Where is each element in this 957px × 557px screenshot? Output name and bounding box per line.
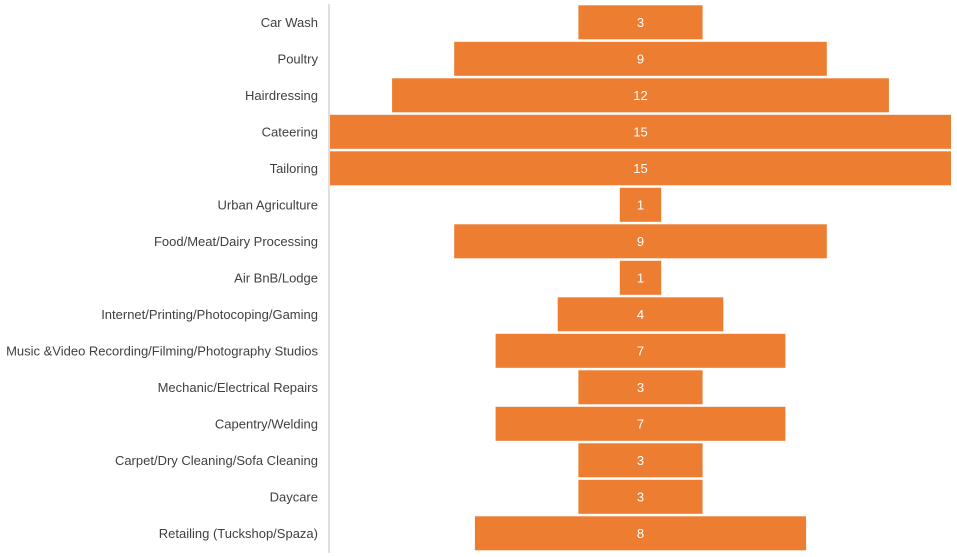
category-label-9: Music &Video Recording/Filming/Photograp… <box>6 343 318 358</box>
value-label-5: 1 <box>637 197 644 212</box>
value-label-9: 7 <box>637 343 644 358</box>
bar-13 <box>578 479 703 514</box>
category-label-3: Cateering <box>262 124 318 139</box>
value-label-4: 15 <box>633 161 647 176</box>
bar-11 <box>495 406 786 441</box>
value-label-3: 15 <box>633 124 647 139</box>
value-label-8: 4 <box>637 307 644 322</box>
category-label-13: Daycare <box>270 489 318 504</box>
category-labels-group: Car Wash Poultry Hairdressing Cateering Tail… <box>6 15 318 541</box>
value-label-10: 3 <box>637 380 644 395</box>
bar-12 <box>578 443 703 478</box>
bar-1 <box>454 41 827 76</box>
bars-group <box>330 5 951 551</box>
category-label-2: Hairdressing <box>245 88 318 103</box>
value-label-0: 3 <box>637 15 644 30</box>
bar-3 <box>330 114 951 149</box>
value-label-13: 3 <box>637 489 644 504</box>
bar-4 <box>330 151 951 186</box>
category-label-11: Capentry/Welding <box>215 416 318 431</box>
category-label-8: Internet/Printing/Photocoping/Gaming <box>101 307 318 322</box>
category-label-5: Urban Agriculture <box>218 197 318 212</box>
bar-6 <box>454 224 827 259</box>
value-label-14: 8 <box>637 526 644 541</box>
bar-7 <box>619 260 662 295</box>
value-label-11: 7 <box>637 416 644 431</box>
category-label-0: Car Wash <box>261 15 318 30</box>
category-label-12: Carpet/Dry Cleaning/Sofa Cleaning <box>115 453 318 468</box>
category-label-4: Tailoring <box>270 161 318 176</box>
bar-0 <box>578 5 703 40</box>
value-label-2: 12 <box>633 88 647 103</box>
bar-5 <box>619 187 662 222</box>
value-label-1: 9 <box>637 51 644 66</box>
bar-8 <box>557 297 724 332</box>
bar-9 <box>495 333 786 368</box>
category-label-6: Food/Meat/Dairy Processing <box>154 234 318 249</box>
value-label-7: 1 <box>637 270 644 285</box>
value-labels-group: 3 9 12 15 15 1 9 1 4 7 3 7 3 3 8 <box>633 15 647 541</box>
value-label-12: 3 <box>637 453 644 468</box>
bar-14 <box>474 516 807 551</box>
category-label-10: Mechanic/Electrical Repairs <box>158 380 319 395</box>
bar-10 <box>578 370 703 405</box>
category-label-1: Poultry <box>278 51 319 66</box>
value-label-6: 9 <box>637 234 644 249</box>
bar-2 <box>392 78 889 113</box>
category-label-14: Retailing (Tuckshop/Spaza) <box>159 526 318 541</box>
category-label-7: Air BnB/Lodge <box>234 270 318 285</box>
